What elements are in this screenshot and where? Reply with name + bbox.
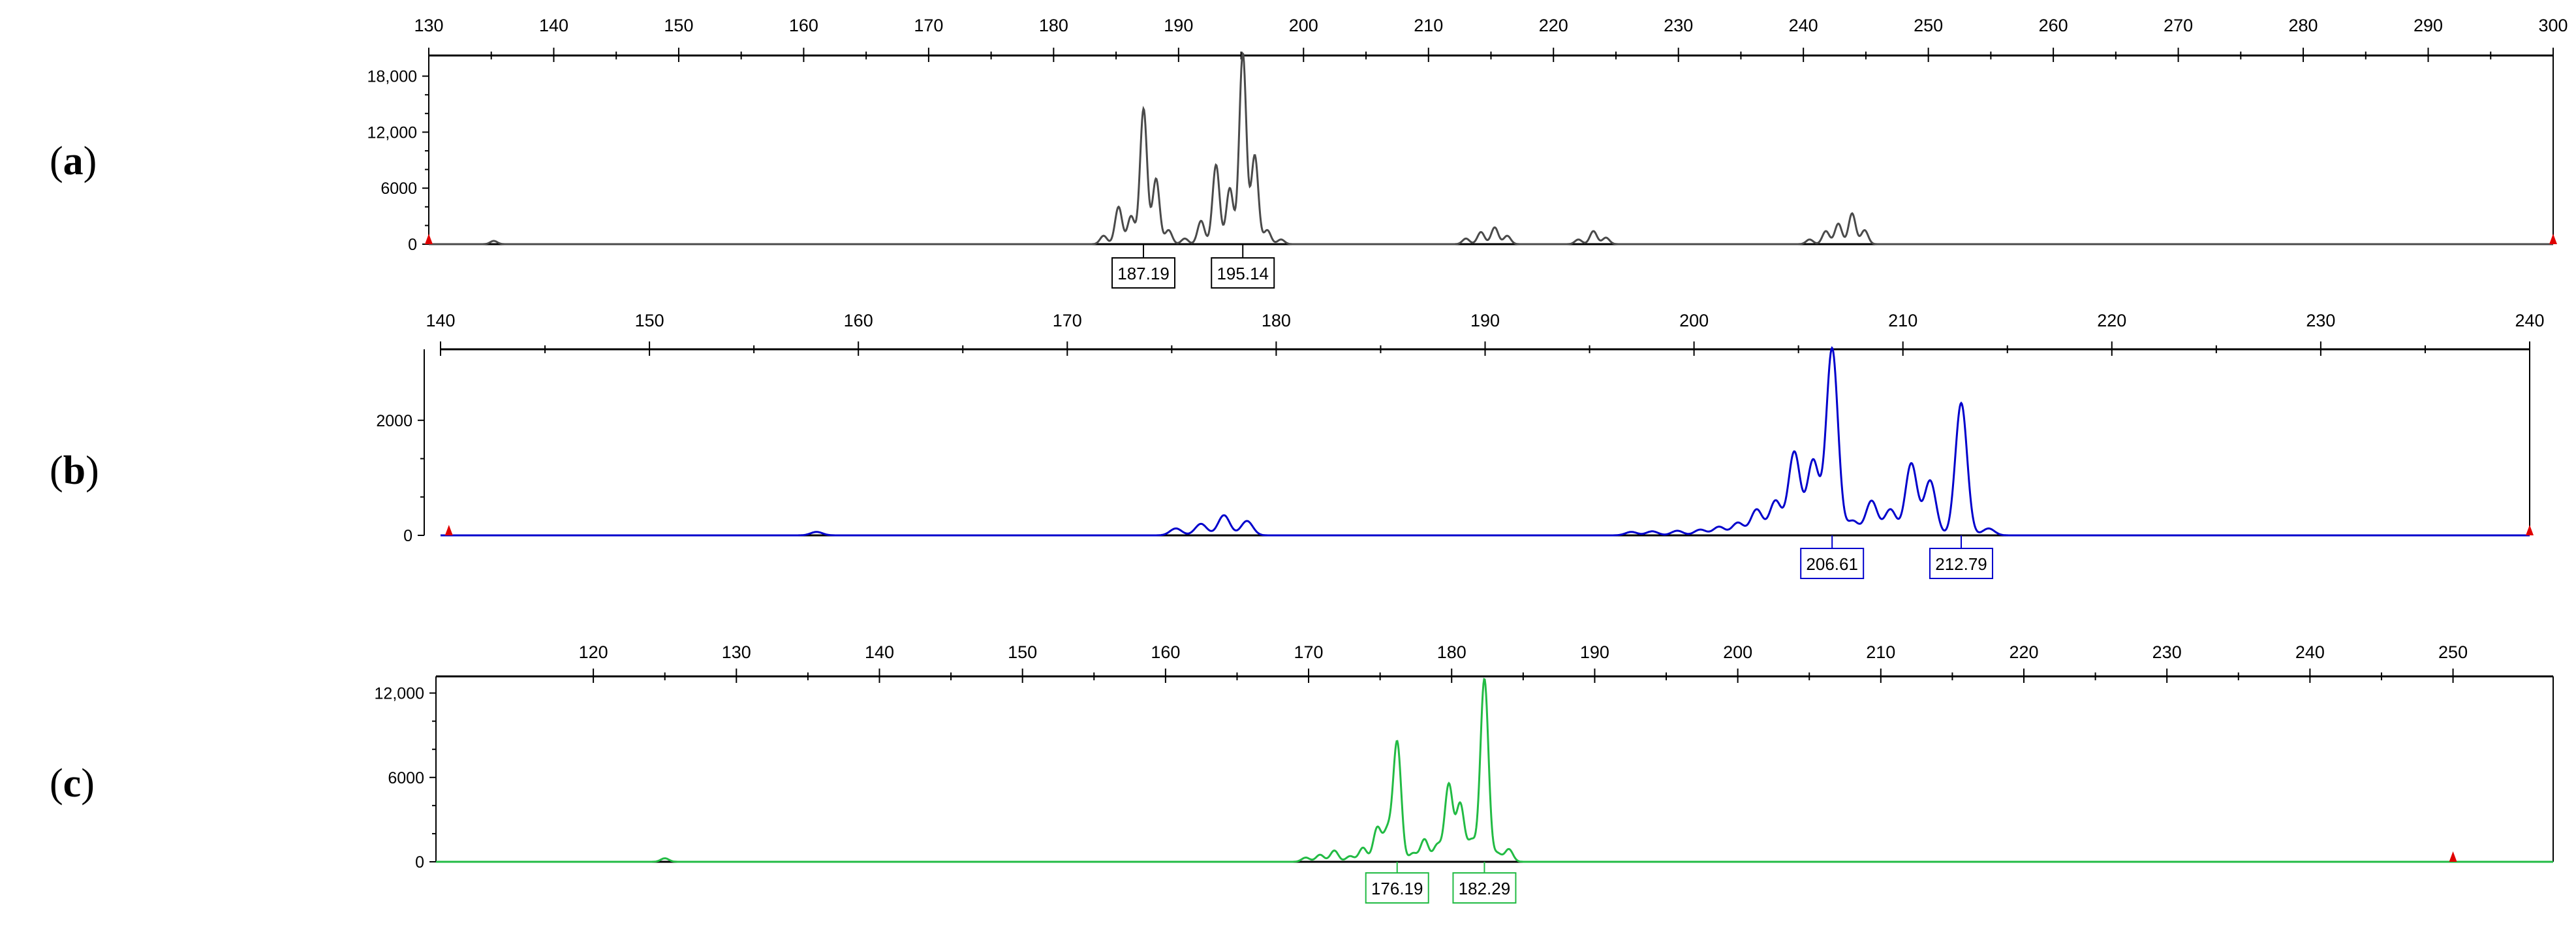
red-marker bbox=[2526, 525, 2534, 535]
red-marker bbox=[2549, 234, 2557, 244]
y-tick-label: 6000 bbox=[380, 180, 417, 198]
sizing-label-box bbox=[1365, 872, 1429, 904]
x-tick-label: 170 bbox=[914, 16, 943, 35]
y-tick-label: 6000 bbox=[388, 769, 424, 787]
x-tick-label: 150 bbox=[1008, 642, 1037, 662]
signal-trace bbox=[441, 346, 2530, 537]
x-tick-label: 250 bbox=[1914, 16, 1943, 35]
x-tick-label: 140 bbox=[426, 311, 455, 330]
x-tick-label: 300 bbox=[2538, 16, 2568, 35]
chart-panel-c: 120 130 140 150 160 170 180 190 200 210 220 230 240 2… bbox=[375, 642, 2554, 904]
sizing-label-box bbox=[1452, 872, 1517, 904]
x-tick-label: 240 bbox=[2515, 311, 2544, 330]
sizing-label-text: 206.61 bbox=[1806, 554, 1858, 574]
red-marker bbox=[444, 525, 453, 535]
sizing-label-text: 195.14 bbox=[1217, 264, 1269, 283]
x-tick-label: 210 bbox=[1414, 16, 1443, 35]
y-tick-label: 0 bbox=[415, 853, 424, 872]
sizing-label-text: 182.29 bbox=[1459, 879, 1511, 898]
signal-trace bbox=[429, 51, 2553, 245]
panel-label-b: (b) bbox=[50, 449, 99, 493]
sizing-label-box bbox=[1800, 548, 1865, 579]
sizing-label-box bbox=[1929, 548, 1994, 579]
panel-label-c: (c) bbox=[50, 761, 95, 806]
y-tick-label: 12,000 bbox=[375, 685, 424, 703]
sizing-label-text: 212.79 bbox=[1935, 554, 1987, 574]
red-marker bbox=[2449, 851, 2457, 862]
x-tick-label: 190 bbox=[1164, 16, 1193, 35]
x-tick-label: 160 bbox=[789, 16, 818, 35]
x-tick-label: 180 bbox=[1039, 16, 1068, 35]
x-tick-label: 140 bbox=[865, 642, 894, 662]
sizing-label-text: 187.19 bbox=[1117, 264, 1170, 283]
signal-trace bbox=[436, 678, 2553, 863]
x-tick-label: 280 bbox=[2289, 16, 2318, 35]
x-tick-label: 230 bbox=[2152, 642, 2182, 662]
x-tick-label: 150 bbox=[664, 16, 693, 35]
x-tick-label: 120 bbox=[579, 642, 608, 662]
x-tick-label: 220 bbox=[1539, 16, 1568, 35]
x-tick-label: 140 bbox=[539, 16, 568, 35]
x-tick-label: 210 bbox=[1888, 311, 1917, 330]
x-tick-label: 130 bbox=[722, 642, 751, 662]
y-tick-label: 0 bbox=[408, 236, 417, 254]
x-tick-label: 170 bbox=[1294, 642, 1324, 662]
sizing-label-text: 176.19 bbox=[1371, 879, 1423, 898]
y-tick-label: 0 bbox=[403, 527, 412, 545]
x-tick-label: 270 bbox=[2164, 16, 2193, 35]
x-tick-label: 160 bbox=[1151, 642, 1180, 662]
chart-panel-b: 140 150 160 170 180 190 200 210 220 230 240 0 2000 20… bbox=[376, 311, 2545, 579]
x-tick-label: 160 bbox=[844, 311, 873, 330]
x-tick-label: 220 bbox=[2009, 642, 2038, 662]
x-tick-label: 250 bbox=[2438, 642, 2468, 662]
x-tick-label: 240 bbox=[1789, 16, 1818, 35]
x-tick-label: 290 bbox=[2413, 16, 2443, 35]
x-tick-label: 230 bbox=[1664, 16, 1693, 35]
y-tick-label: 18,000 bbox=[367, 68, 417, 86]
sizing-label-box bbox=[1111, 257, 1176, 289]
x-tick-label: 230 bbox=[2306, 311, 2335, 330]
x-tick-label: 190 bbox=[1470, 311, 1500, 330]
panel-label-a: (a) bbox=[50, 139, 97, 183]
x-tick-label: 170 bbox=[1053, 311, 1082, 330]
x-tick-label: 180 bbox=[1262, 311, 1291, 330]
x-tick-label: 240 bbox=[2295, 642, 2325, 662]
x-tick-label: 190 bbox=[1580, 642, 1609, 662]
chart-panel-a: 130 140 150 160 170 180 190 200 210 220 230 240 250 2… bbox=[367, 16, 2568, 289]
x-tick-label: 210 bbox=[1866, 642, 1895, 662]
y-tick-label: 2000 bbox=[376, 412, 412, 430]
x-tick-label: 260 bbox=[2039, 16, 2068, 35]
x-tick-label: 220 bbox=[2097, 311, 2126, 330]
y-tick-label: 12,000 bbox=[367, 123, 417, 142]
x-tick-label: 200 bbox=[1289, 16, 1318, 35]
sizing-label-box bbox=[1211, 257, 1275, 289]
x-tick-label: 200 bbox=[1723, 642, 1752, 662]
x-tick-label: 150 bbox=[635, 311, 664, 330]
x-tick-label: 200 bbox=[1679, 311, 1709, 330]
red-marker bbox=[425, 234, 433, 244]
x-tick-label: 180 bbox=[1437, 642, 1466, 662]
x-tick-label: 130 bbox=[414, 16, 443, 35]
